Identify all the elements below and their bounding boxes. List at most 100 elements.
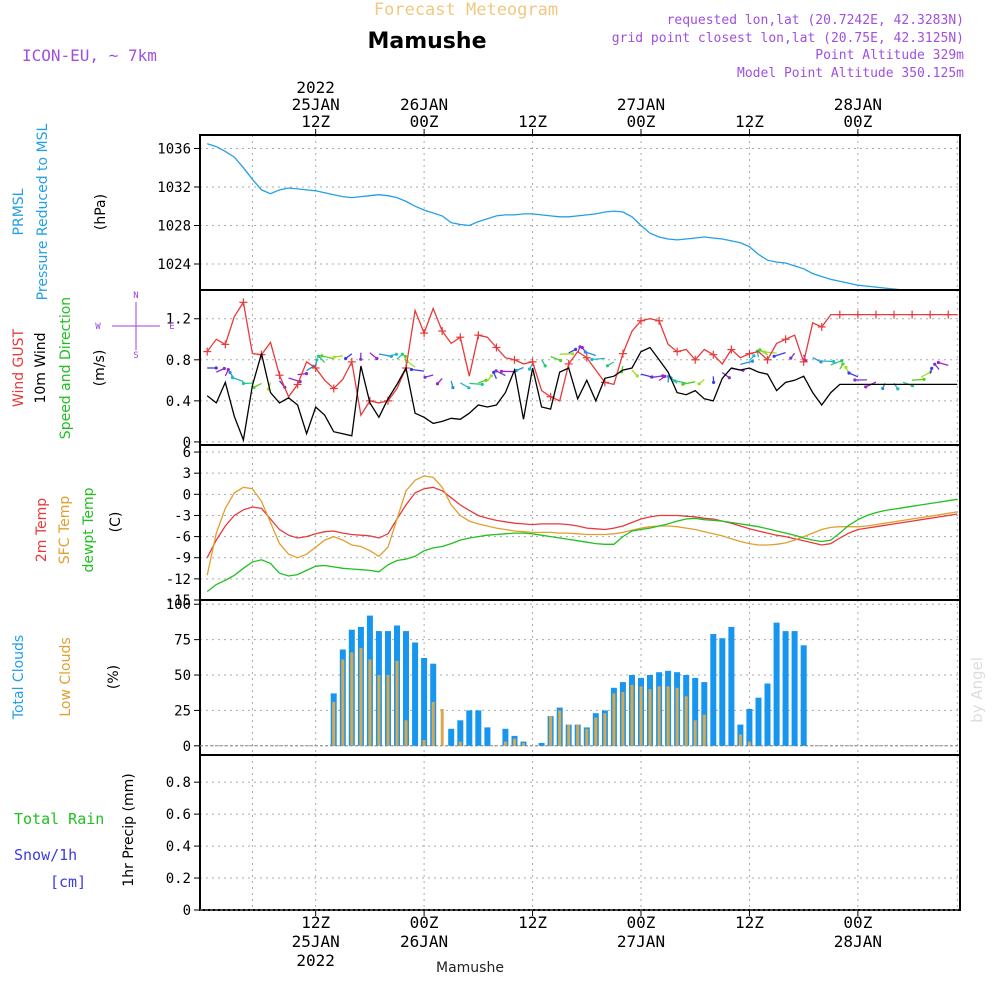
snow-unit-label: [cm]: [50, 873, 86, 891]
bar: [395, 660, 399, 746]
bar: [657, 686, 661, 746]
bar: [747, 741, 751, 746]
wind-arrow-head: [681, 382, 685, 386]
wind-arrow-head: [403, 354, 407, 358]
wind-arrow: [740, 360, 753, 366]
bar: [728, 626, 735, 746]
wind-arrow: [232, 376, 244, 383]
bar: [558, 710, 562, 746]
time-label-top: 00Z: [843, 112, 872, 131]
time-label-top: 2022: [296, 78, 335, 97]
wind-arrow-head: [494, 369, 498, 373]
wind-arrow: [411, 368, 425, 372]
time-label-bottom: 00Z: [627, 913, 656, 932]
pressure-label-2: Pressure Reduced to MSL: [35, 123, 51, 300]
y-tick-label: 0.6: [166, 807, 191, 823]
wind-arrow-head: [435, 382, 440, 386]
wind-arrow-head: [394, 352, 398, 356]
time-label-bottom: 28JAN: [834, 932, 882, 951]
bar: [612, 693, 616, 746]
bar: [693, 720, 697, 746]
bar: [403, 631, 409, 746]
wind-arrow-head: [752, 354, 756, 358]
bar: [332, 701, 336, 746]
wind-arrow-head: [409, 367, 413, 372]
bar: [549, 716, 553, 746]
pressure-grid: [200, 135, 960, 290]
compass-s: S: [133, 351, 138, 361]
time-label-bottom: 12Z: [518, 913, 547, 932]
precip-unit: 1hr Precip (mm): [121, 773, 137, 886]
bar: [522, 743, 525, 746]
y-tick-label: -3: [174, 508, 191, 524]
series-line: [207, 143, 958, 291]
precip-panel: 0 0.2 0.4 0.6 0.8 Total Rain Snow/1h [cm] 1h…: [14, 754, 961, 919]
pressure-frame: [199, 134, 961, 291]
bar: [341, 659, 345, 746]
pressure-unit: (hPa): [93, 194, 109, 230]
wind-arrow-head: [489, 374, 493, 378]
wind-panel: 0 0.4 0.8 1.2 Wind GUST 10m Wind Speed and …: [11, 289, 961, 451]
pressure-y-axis: 1024 1028 1032 1036: [157, 141, 200, 273]
wind-arrow: [674, 380, 687, 384]
wind-arrow: [585, 351, 597, 357]
total-clouds-label: Total Clouds: [11, 635, 27, 720]
wind-arrow-head: [789, 356, 793, 360]
time-label-top: 28JAN: [834, 95, 882, 114]
wind-arrow-head: [375, 357, 379, 361]
bar: [764, 683, 771, 746]
bar: [684, 696, 688, 746]
bar: [513, 738, 516, 746]
wind-arrow-head: [344, 356, 348, 361]
bar: [350, 652, 354, 746]
y-tick-label: 1024: [157, 257, 191, 273]
temp-unit: (C): [108, 512, 124, 533]
y-tick-label: -9: [174, 551, 191, 567]
wind-arrow-head: [841, 362, 845, 366]
wind-arrow-head: [583, 350, 587, 354]
wind-arrow: [821, 360, 834, 363]
wind-arrow-head: [228, 370, 232, 375]
bar: [773, 622, 780, 746]
y-tick-label: 1036: [157, 141, 191, 157]
wind-arrow: [920, 371, 931, 378]
time-label-top: 26JAN: [400, 95, 448, 114]
wind-unit: (m/s): [92, 350, 108, 387]
y-tick-label: 0: [183, 739, 191, 755]
wind-arrow-head: [480, 382, 484, 386]
wind-series: [203, 298, 958, 443]
wind-arrow: [773, 351, 786, 357]
bar: [503, 741, 507, 746]
wind-arrow: [764, 351, 777, 354]
total-rain-label: Total Rain: [14, 810, 104, 828]
wind-arrow-head: [359, 357, 363, 361]
bar: [368, 659, 372, 746]
y-tick-label: 0.8: [166, 353, 191, 369]
wind-arrow-head: [230, 375, 234, 380]
wind-arrow-head: [840, 359, 844, 363]
wind-arrow-head: [484, 378, 488, 382]
bar: [675, 687, 679, 746]
wind-arrow-head: [936, 360, 941, 365]
wind-10m-label: 10m Wind: [33, 332, 49, 403]
bar: [692, 677, 699, 746]
wind-arrow: [830, 360, 842, 366]
wind-arrow-head: [922, 377, 926, 381]
bar: [755, 697, 762, 746]
bar: [746, 709, 753, 746]
grid-point-coords: grid point closest lon,lat (20.75E, 42.3…: [612, 31, 964, 46]
y-tick-label: -12: [166, 572, 191, 588]
wind-arrow-head: [580, 346, 584, 350]
wind-arrow-head: [214, 366, 218, 370]
wind-arrow-head: [853, 378, 857, 382]
bar: [484, 727, 491, 746]
requested-coords: requested lon,lat (20.7242E, 42.3283N): [667, 13, 964, 28]
bar: [585, 728, 589, 746]
time-label-bottom: 00Z: [843, 913, 872, 932]
temperature-series: [206, 475, 958, 593]
compass-rose: N S W E: [95, 291, 174, 361]
time-label-top: 00Z: [627, 112, 656, 131]
wind-arrow: [682, 381, 696, 385]
